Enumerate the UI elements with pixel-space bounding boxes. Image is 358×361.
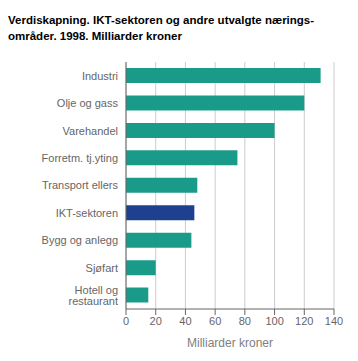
- html-text:Verdiskapning. IKT-sektoren og: Verdiskapning. IKT-sektoren og andre utv…: [8, 14, 315, 26]
- svg-text:40: 40: [179, 315, 191, 327]
- svg-text:20: 20: [150, 315, 162, 327]
- svg-text:100: 100: [265, 315, 283, 327]
- svg-text:60: 60: [209, 315, 221, 327]
- svg-text:0: 0: [123, 315, 129, 327]
- svg-text:Varehandel: Varehandel: [63, 125, 118, 137]
- svg-text:Transport ellers: Transport ellers: [42, 179, 119, 191]
- svg-text:Industri: Industri: [82, 70, 118, 82]
- svg-text:Olje og gass: Olje og gass: [57, 97, 119, 109]
- svg-text:Sjøfart: Sjøfart: [86, 262, 118, 274]
- svg-text:140: 140: [325, 315, 343, 327]
- svg-text:Forretm. tj.yting: Forretm. tj.yting: [42, 152, 118, 164]
- svg-text:Hotell ogrestaurant: Hotell ogrestaurant: [68, 284, 118, 307]
- svg-text:IKT-sektoren: IKT-sektoren: [56, 207, 118, 219]
- svg-text:80: 80: [239, 315, 251, 327]
- svg-text:Milliarder kroner: Milliarder kroner: [187, 336, 273, 350]
- html-text:områder. 1998. Milliarder kron: områder. 1998. Milliarder kroner: [8, 30, 182, 42]
- svg-text:Bygg og anlegg: Bygg og anlegg: [42, 234, 118, 246]
- svg-text:120: 120: [295, 315, 313, 327]
